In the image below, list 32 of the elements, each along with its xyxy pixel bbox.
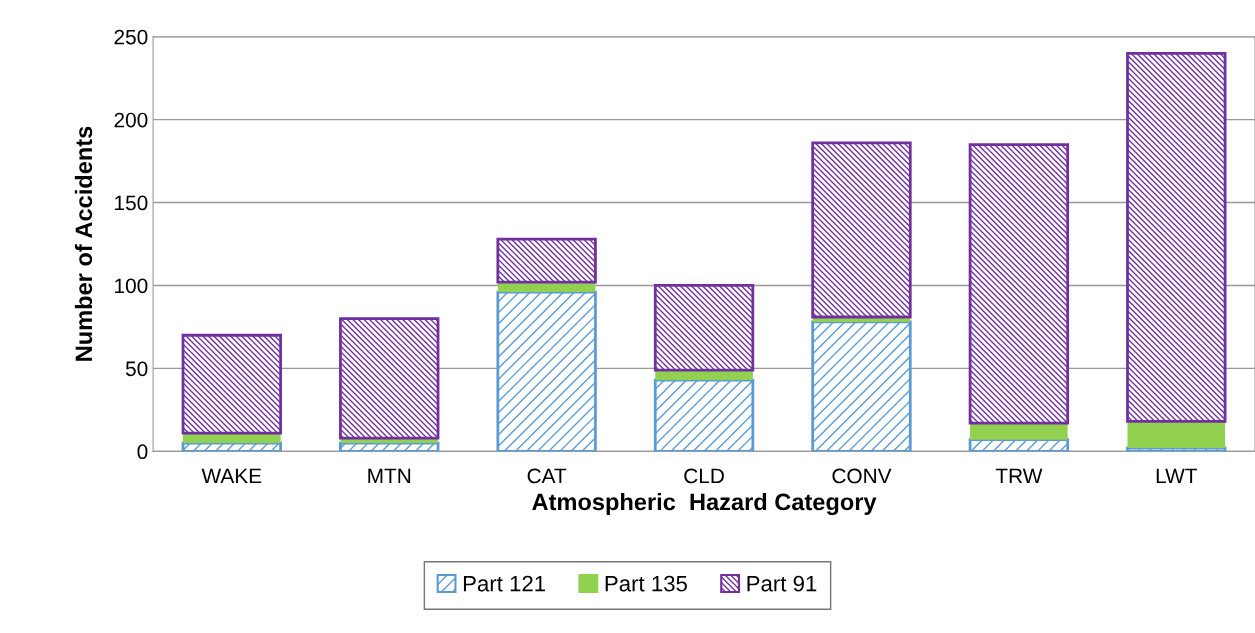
x-tick-label: CAT [527,468,567,484]
bar [496,290,597,452]
bar [496,237,597,284]
bar [811,141,912,319]
y-tick-label: 200 [114,112,148,128]
bar [1127,421,1226,449]
y-tick-label: 150 [115,195,148,211]
legend-label: Part 91 [747,575,817,592]
bar [655,370,753,381]
y-tick-label: 0 [137,444,148,460]
bar [181,333,282,435]
bar [970,423,1068,440]
x-tick-label: WAKE [201,468,262,484]
legend-label: Part 121 [463,575,546,592]
bar [653,284,755,372]
bar [1126,51,1227,423]
y-tick-label: 250 [114,29,148,45]
bar [968,143,1070,425]
y-axis-title: Number of Accidents [74,126,93,361]
bar [339,317,440,440]
x-tick-label: TRW [995,468,1043,484]
y-tick-label: 50 [125,361,148,377]
x-tick-label: MTN [368,468,411,484]
y-tick-label: 100 [115,278,148,294]
bar [811,320,912,452]
x-tick-label: CLD [684,468,724,484]
bar [183,433,281,444]
bar [653,378,755,452]
legend-label: Part 135 [605,575,687,592]
x-axis-title: Atmospheric Hazard Category [532,492,877,516]
x-tick-label: CONV [832,468,892,484]
x-tick-label: LWT [1156,468,1198,484]
